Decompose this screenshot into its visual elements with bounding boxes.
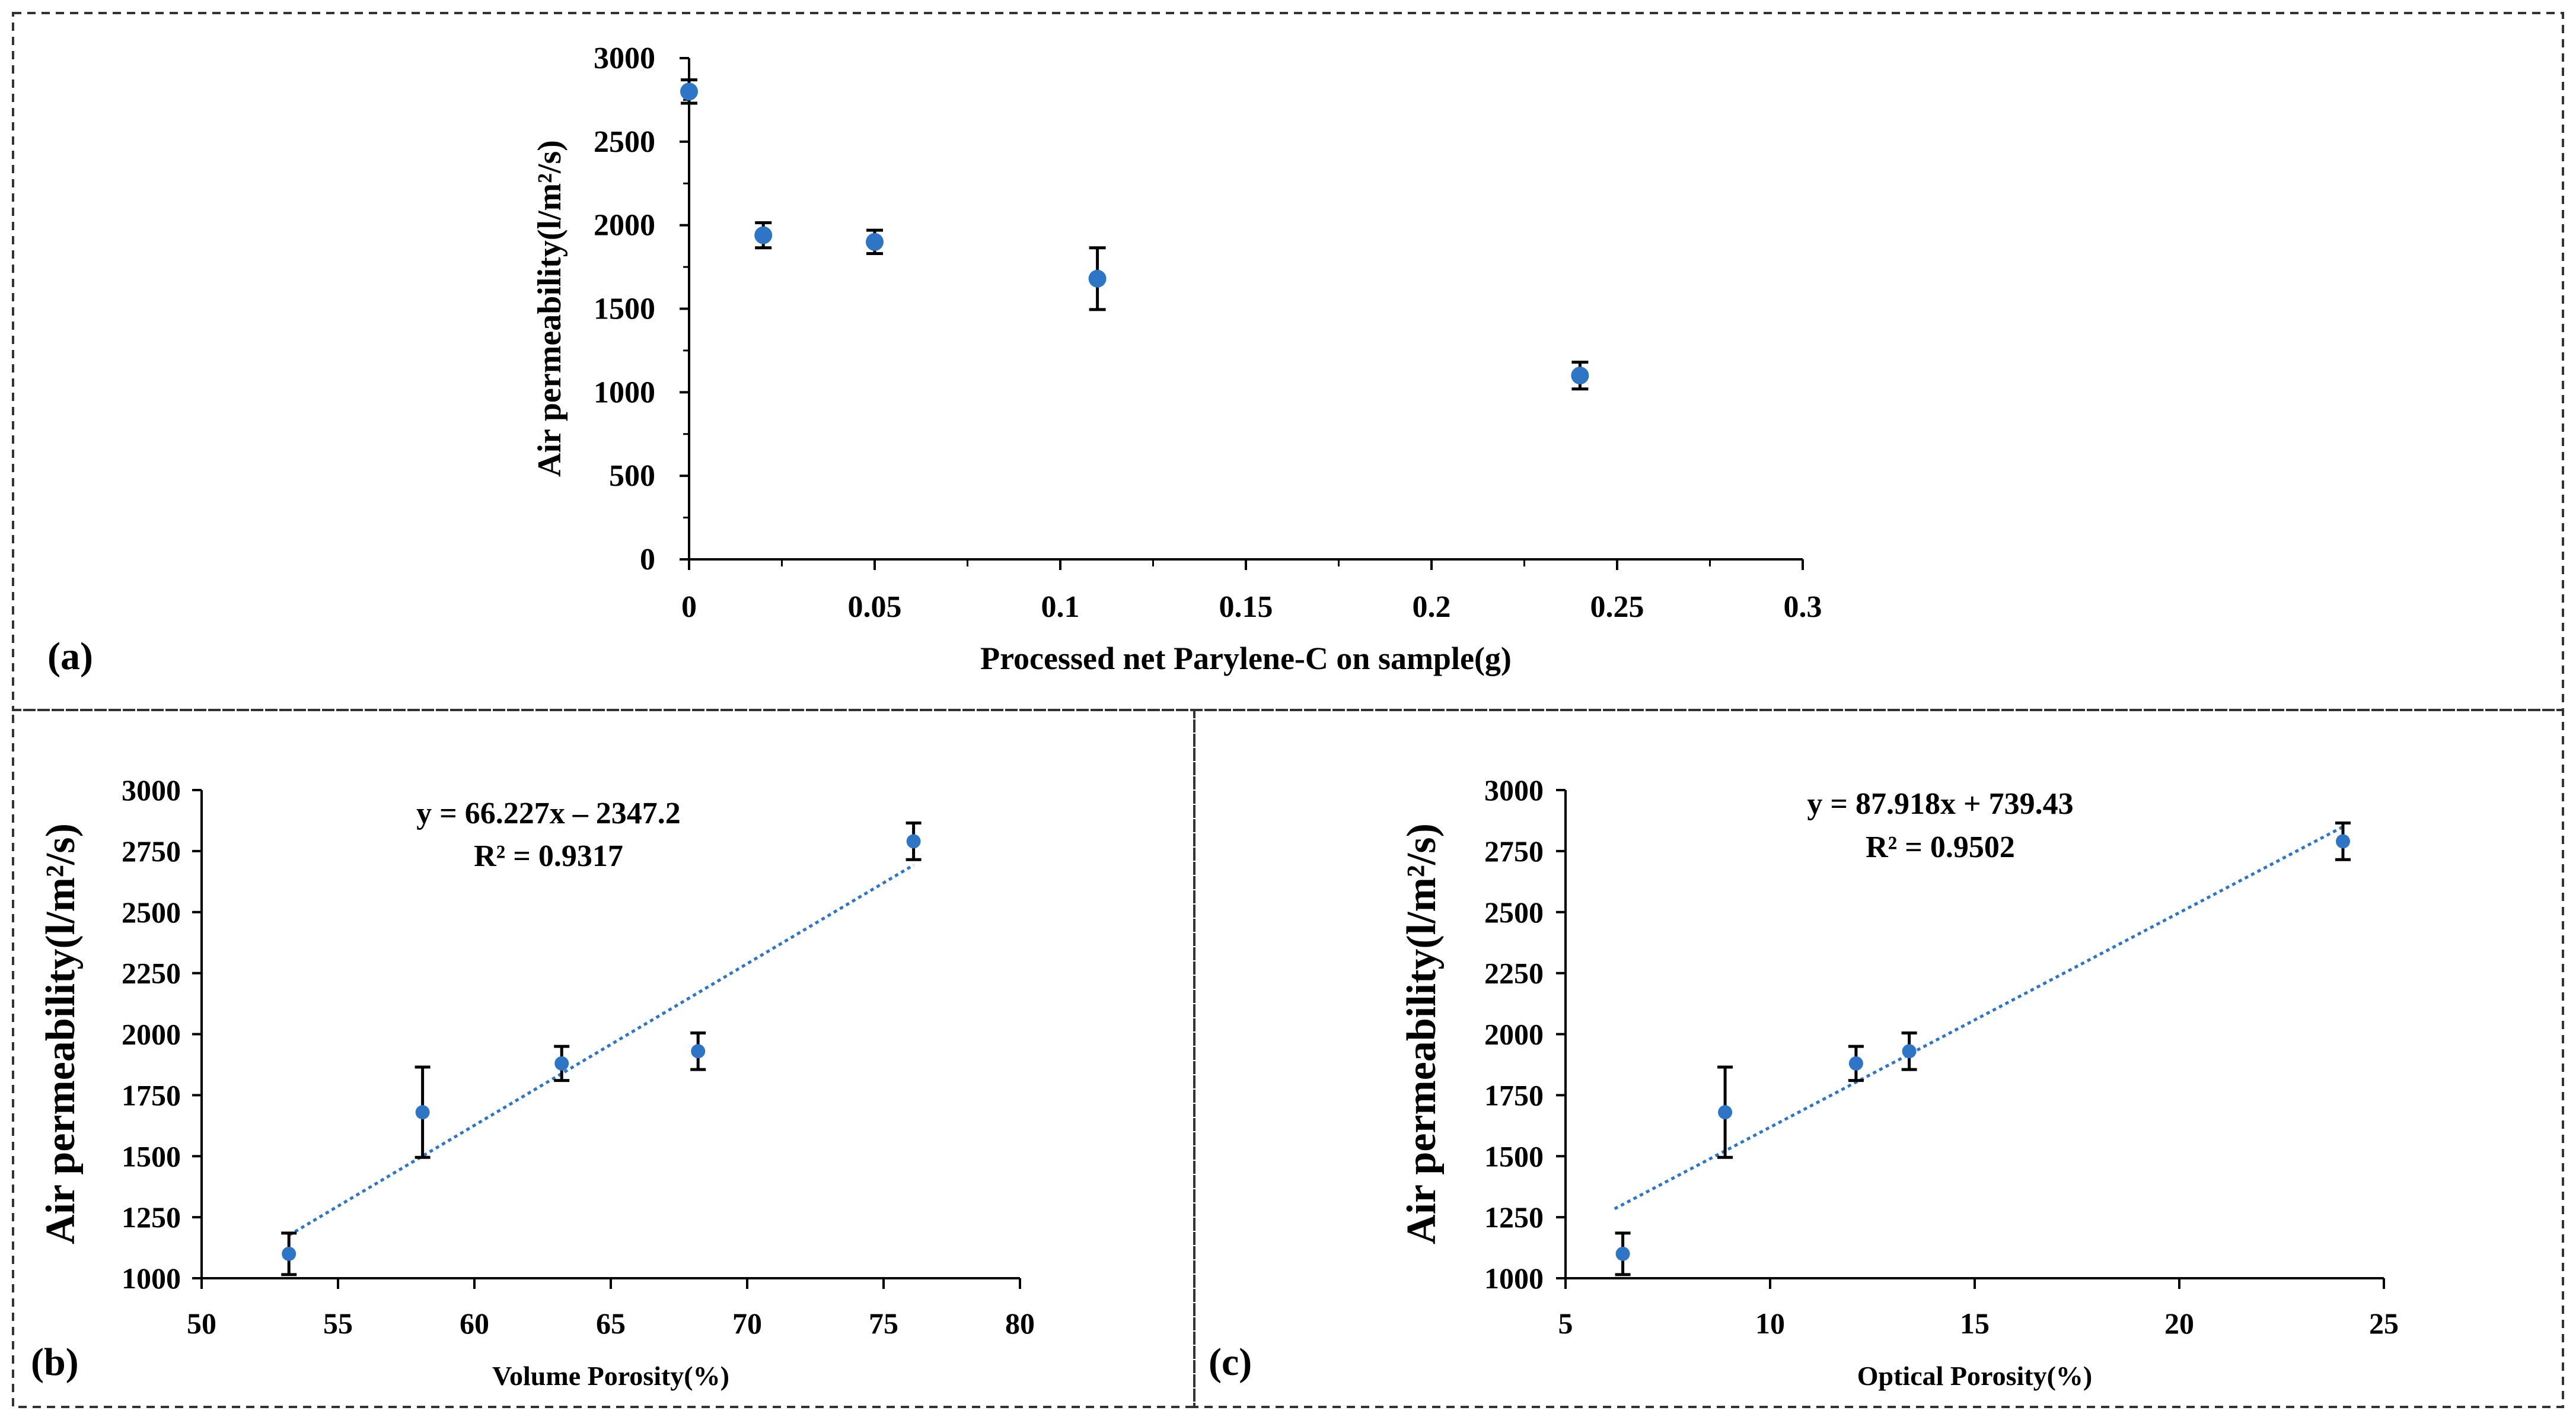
x-tick-label: 10	[1755, 1307, 1785, 1340]
y-axis-title: Air permeability(l/m²/s)	[1399, 823, 1445, 1244]
y-tick-label: 3000	[122, 773, 181, 807]
y-tick-label: 1000	[122, 1262, 181, 1295]
x-tick-label: 50	[187, 1307, 216, 1340]
panel-c-label: (c)	[1209, 1341, 1252, 1384]
x-tick-label: 65	[596, 1307, 626, 1340]
data-point	[754, 226, 773, 244]
data-point	[415, 1105, 430, 1120]
y-tick-label: 1000	[594, 375, 655, 409]
y-tick-label: 1750	[1484, 1078, 1544, 1112]
chart-b: 1000 1250 1500 1750 2000 2250 2500 2750 3000 50 55…	[38, 773, 1035, 1391]
x-tick-label: 0.1	[1041, 590, 1080, 624]
panel-a-border	[12, 12, 2564, 711]
x-axis-title: Volume Porosity(%)	[492, 1361, 729, 1391]
y-tick-label: 3000	[1484, 773, 1544, 807]
y-tick-label: 2750	[1484, 835, 1544, 868]
x-axis-title: Processed net Parylene-C on sample(g)	[980, 641, 1512, 676]
y-tick-label: 1000	[1484, 1262, 1544, 1295]
panel-b-label: (b)	[31, 1341, 79, 1384]
x-tick-label: 55	[323, 1307, 353, 1340]
y-tick-label: 2250	[1484, 957, 1544, 990]
x-tick-label: 20	[2164, 1307, 2194, 1340]
data-point	[906, 834, 921, 849]
x-tick-label: 15	[1960, 1307, 1990, 1340]
trendline-equation: y = 87.918x + 739.43	[1807, 787, 2073, 821]
data-point	[1088, 269, 1107, 288]
data-point	[691, 1044, 706, 1059]
y-tick-label: 1750	[122, 1078, 181, 1112]
y-tick-label: 2500	[1484, 896, 1544, 929]
x-tick-label: 0.3	[1784, 590, 1822, 624]
y-tick-label: 1250	[122, 1201, 181, 1234]
data-point	[1571, 367, 1589, 385]
data-point	[866, 233, 884, 251]
x-tick-label: 80	[1005, 1307, 1035, 1340]
data-point	[1615, 1246, 1630, 1261]
y-tick-label: 1500	[1484, 1139, 1544, 1173]
panel-c-border	[1193, 709, 2564, 1408]
x-tick-label: 60	[460, 1307, 489, 1340]
x-tick-label: 0.05	[848, 590, 902, 624]
x-tick-label: 70	[732, 1307, 762, 1340]
data-point	[1848, 1056, 1863, 1071]
x-axis-title: Optical Porosity(%)	[1857, 1361, 2092, 1391]
y-axis-title: Air permeability(l/m²/s)	[531, 140, 568, 477]
x-tick-label: 75	[869, 1307, 898, 1340]
y-tick-label: 2750	[122, 835, 181, 868]
y-tick-label: 2250	[122, 957, 181, 990]
trendline	[288, 864, 914, 1237]
y-tick-label: 500	[609, 459, 655, 493]
y-tick-label: 1500	[594, 292, 655, 326]
x-tick-label: 0.15	[1219, 590, 1273, 624]
y-tick-label: 2000	[122, 1018, 181, 1051]
chart-a: 0 500 1000 1500 2000 2500 3000 0 0.05 0.1 0.15 0.2 0…	[531, 42, 1822, 676]
x-tick-label: 0.2	[1413, 590, 1451, 624]
y-axis-title: Air permeability(l/m²/s)	[38, 823, 84, 1244]
y-tick-label: 2000	[1484, 1018, 1544, 1051]
y-tick-label: 1250	[1484, 1201, 1544, 1234]
data-point	[1718, 1105, 1733, 1120]
trendline-equation: y = 66.227x – 2347.2	[416, 797, 681, 830]
trendline	[1614, 825, 2344, 1211]
data-point	[1902, 1044, 1917, 1059]
r-squared-label: R² = 0.9502	[1866, 830, 2015, 864]
data-point	[282, 1246, 297, 1261]
panel-a-label: (a)	[47, 635, 93, 678]
y-tick-label: 1500	[122, 1139, 181, 1173]
x-tick-label: 0	[681, 590, 697, 624]
y-tick-label: 2500	[594, 125, 655, 159]
y-tick-label: 3000	[594, 42, 655, 75]
x-tick-label: 25	[2369, 1307, 2399, 1340]
x-tick-label: 0.25	[1590, 590, 1644, 624]
x-tick-label: 5	[1558, 1307, 1573, 1340]
r-squared-label: R² = 0.9317	[474, 839, 623, 873]
chart-c: 1000 1250 1500 1750 2000 2250 2500 2750 3000 5 10 1…	[1399, 773, 2399, 1391]
data-point	[554, 1056, 569, 1071]
panel-borders	[12, 12, 2564, 1408]
data-point	[2336, 834, 2350, 849]
y-tick-label: 2000	[594, 209, 655, 243]
y-tick-label: 2500	[122, 896, 181, 929]
data-point	[680, 82, 698, 101]
y-tick-label: 0	[640, 543, 655, 577]
panel-b-border	[12, 709, 1195, 1408]
